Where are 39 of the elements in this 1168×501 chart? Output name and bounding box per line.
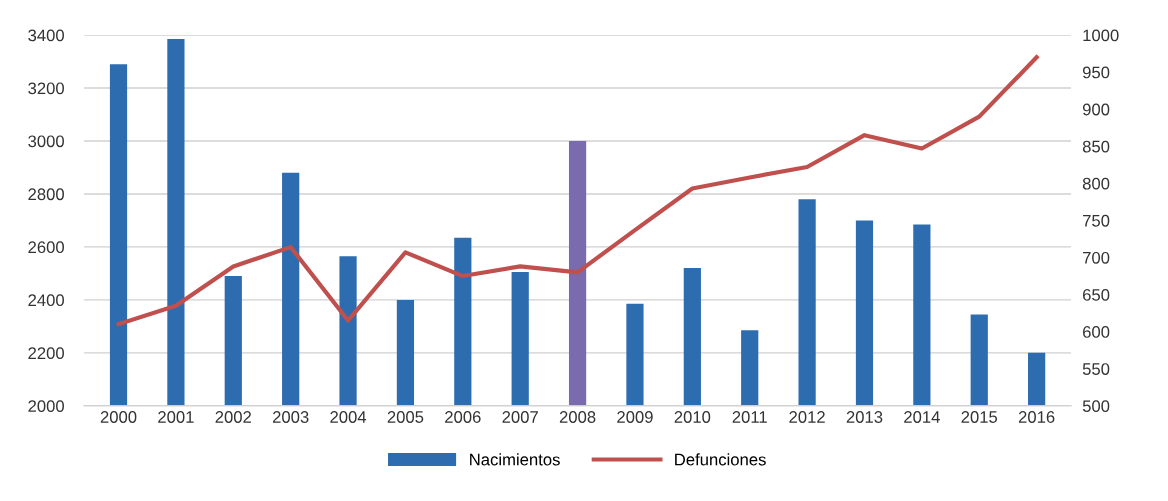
y-tick-label: 3200: [28, 82, 64, 95]
y2-tick-label: 500: [1082, 400, 1110, 413]
x-tick-label: 2013: [846, 411, 883, 423]
x-tick-label: 2014: [904, 411, 940, 423]
x-tick-label: 2005: [387, 411, 424, 423]
y2-tick-label: 850: [1082, 140, 1110, 153]
y-tick-label: 2800: [28, 188, 64, 201]
y-tick-label: 3400: [28, 29, 64, 42]
x-tick-label: 2001: [158, 411, 194, 423]
y-tick-label: 3000: [28, 135, 64, 148]
y2-tick-label: 800: [1082, 177, 1110, 190]
y2-tick-label: 650: [1083, 288, 1110, 301]
y-tick-label: 2200: [28, 347, 64, 360]
line-series: [116, 55, 1039, 327]
y2-tick-label: 600: [1083, 326, 1110, 338]
x-tick-label: 2006: [445, 411, 481, 423]
y2-tick-label: 1000: [1083, 29, 1119, 42]
y2-tick-label: 750: [1083, 214, 1110, 227]
y-tick-label: 2000: [28, 400, 64, 413]
x-tick-label: 2009: [617, 411, 653, 423]
legend-label: Defunciones: [675, 453, 766, 466]
x-tick-label: 2000: [100, 411, 137, 423]
x-tick-label: 2011: [732, 411, 767, 423]
x-tick-label: 2016: [1018, 411, 1055, 423]
x-tick-label: 2004: [330, 411, 367, 423]
x-tick-label: 2007: [502, 411, 538, 423]
legend-label: Nacimientos: [470, 453, 560, 466]
y2-tick-label: 900: [1082, 103, 1110, 116]
x-tick-label: 2008: [559, 411, 596, 423]
y2-tick-label: 700: [1083, 251, 1110, 264]
y2-tick-label: 550: [1082, 363, 1110, 375]
y2-tick-label: 950: [1082, 66, 1110, 79]
x-tick-label: 2010: [674, 411, 711, 423]
x-tick-label: 2002: [215, 411, 251, 423]
x-tick-label: 2015: [961, 411, 998, 423]
y-tick-label: 2600: [28, 241, 64, 254]
x-tick-label: 2012: [789, 411, 825, 423]
x-tick-label: 2003: [272, 411, 309, 423]
y-tick-label: 2400: [28, 294, 64, 307]
